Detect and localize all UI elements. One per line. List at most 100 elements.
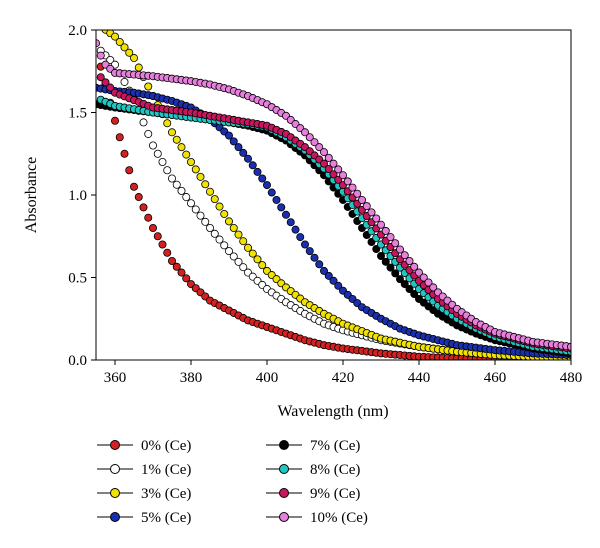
data-point — [177, 186, 186, 195]
data-point — [111, 116, 120, 125]
data-point — [210, 229, 219, 238]
legend-marker — [279, 488, 289, 498]
data-point — [111, 32, 120, 41]
legend-item: 5% (Ce) — [97, 510, 191, 526]
data-point — [134, 63, 143, 72]
series-7 — [96, 39, 571, 351]
data-point — [367, 208, 376, 217]
data-point — [400, 251, 409, 260]
data-point — [334, 165, 343, 174]
data-point — [277, 203, 286, 212]
y-tick-label: 0.5 — [68, 271, 87, 287]
data-point — [395, 245, 404, 254]
plot-frame — [95, 29, 572, 361]
data-point — [424, 278, 433, 287]
data-point — [167, 128, 176, 137]
data-point — [239, 148, 248, 157]
data-point — [410, 289, 419, 298]
data-point — [144, 82, 153, 91]
data-point — [144, 129, 153, 138]
legend-label: 1% (Ce) — [141, 462, 191, 478]
legend-label: 5% (Ce) — [141, 510, 191, 526]
data-point — [376, 220, 385, 229]
data-point — [129, 54, 138, 63]
data-point — [262, 181, 271, 190]
data-point — [343, 177, 352, 186]
data-point — [191, 205, 200, 214]
data-point — [348, 183, 357, 192]
data-point — [158, 157, 167, 166]
x-tick-label: 400 — [256, 370, 279, 386]
data-point — [229, 223, 238, 232]
legend-item: 7% (Ce) — [266, 438, 360, 454]
data-point — [148, 223, 157, 232]
data-point — [267, 188, 276, 197]
data-point — [172, 135, 181, 144]
data-point — [386, 263, 395, 272]
data-point — [182, 274, 191, 283]
x-tick-label: 440 — [408, 370, 431, 386]
data-point — [182, 150, 191, 159]
data-point — [153, 232, 162, 241]
data-point — [243, 154, 252, 163]
data-point — [163, 119, 172, 128]
data-point — [167, 174, 176, 183]
data-point — [405, 285, 414, 294]
data-point — [167, 256, 176, 265]
legend-label: 3% (Ce) — [141, 486, 191, 502]
x-tick-label: 480 — [560, 370, 583, 386]
data-point — [319, 266, 328, 275]
data-point — [253, 255, 262, 264]
data-point — [172, 262, 181, 271]
data-point — [115, 133, 124, 142]
data-point — [334, 281, 343, 290]
data-point — [300, 240, 309, 249]
data-point — [139, 203, 148, 212]
legend-marker — [110, 440, 120, 450]
data-point — [177, 268, 186, 277]
y-axis-title: Absorbance — [23, 157, 40, 233]
data-point — [372, 245, 381, 254]
data-point — [372, 214, 381, 223]
data-point — [281, 210, 290, 219]
legend-item: 3% (Ce) — [97, 486, 191, 502]
x-tick-label: 460 — [484, 370, 507, 386]
data-point — [224, 217, 233, 226]
data-point — [163, 248, 172, 257]
data-point — [224, 247, 233, 256]
data-point — [243, 243, 252, 252]
data-point — [96, 51, 105, 60]
data-point — [186, 157, 195, 166]
data-point — [234, 230, 243, 239]
data-point — [324, 271, 333, 280]
data-point — [234, 257, 243, 266]
data-point — [296, 233, 305, 242]
data-point — [272, 195, 281, 204]
data-point — [386, 233, 395, 242]
legend-label: 0% (Ce) — [141, 438, 191, 454]
data-point — [158, 240, 167, 249]
data-point — [381, 226, 390, 235]
data-point — [106, 56, 115, 65]
data-point — [253, 167, 262, 176]
data-point — [319, 159, 328, 168]
data-point — [315, 260, 324, 269]
data-point — [248, 249, 257, 258]
data-point — [319, 148, 328, 157]
data-point — [220, 241, 229, 250]
data-point — [329, 276, 338, 285]
data-point — [115, 37, 124, 46]
legend-marker — [110, 512, 120, 522]
data-point — [101, 78, 110, 87]
y-tick-label: 2.0 — [68, 23, 87, 39]
y-tick-label: 0.0 — [68, 353, 87, 369]
data-point — [106, 83, 115, 92]
data-point — [300, 128, 309, 137]
data-point — [120, 149, 129, 158]
data-point — [224, 131, 233, 140]
data-point — [120, 43, 129, 52]
data-point — [153, 149, 162, 158]
data-point — [334, 175, 343, 184]
data-point — [429, 283, 438, 292]
